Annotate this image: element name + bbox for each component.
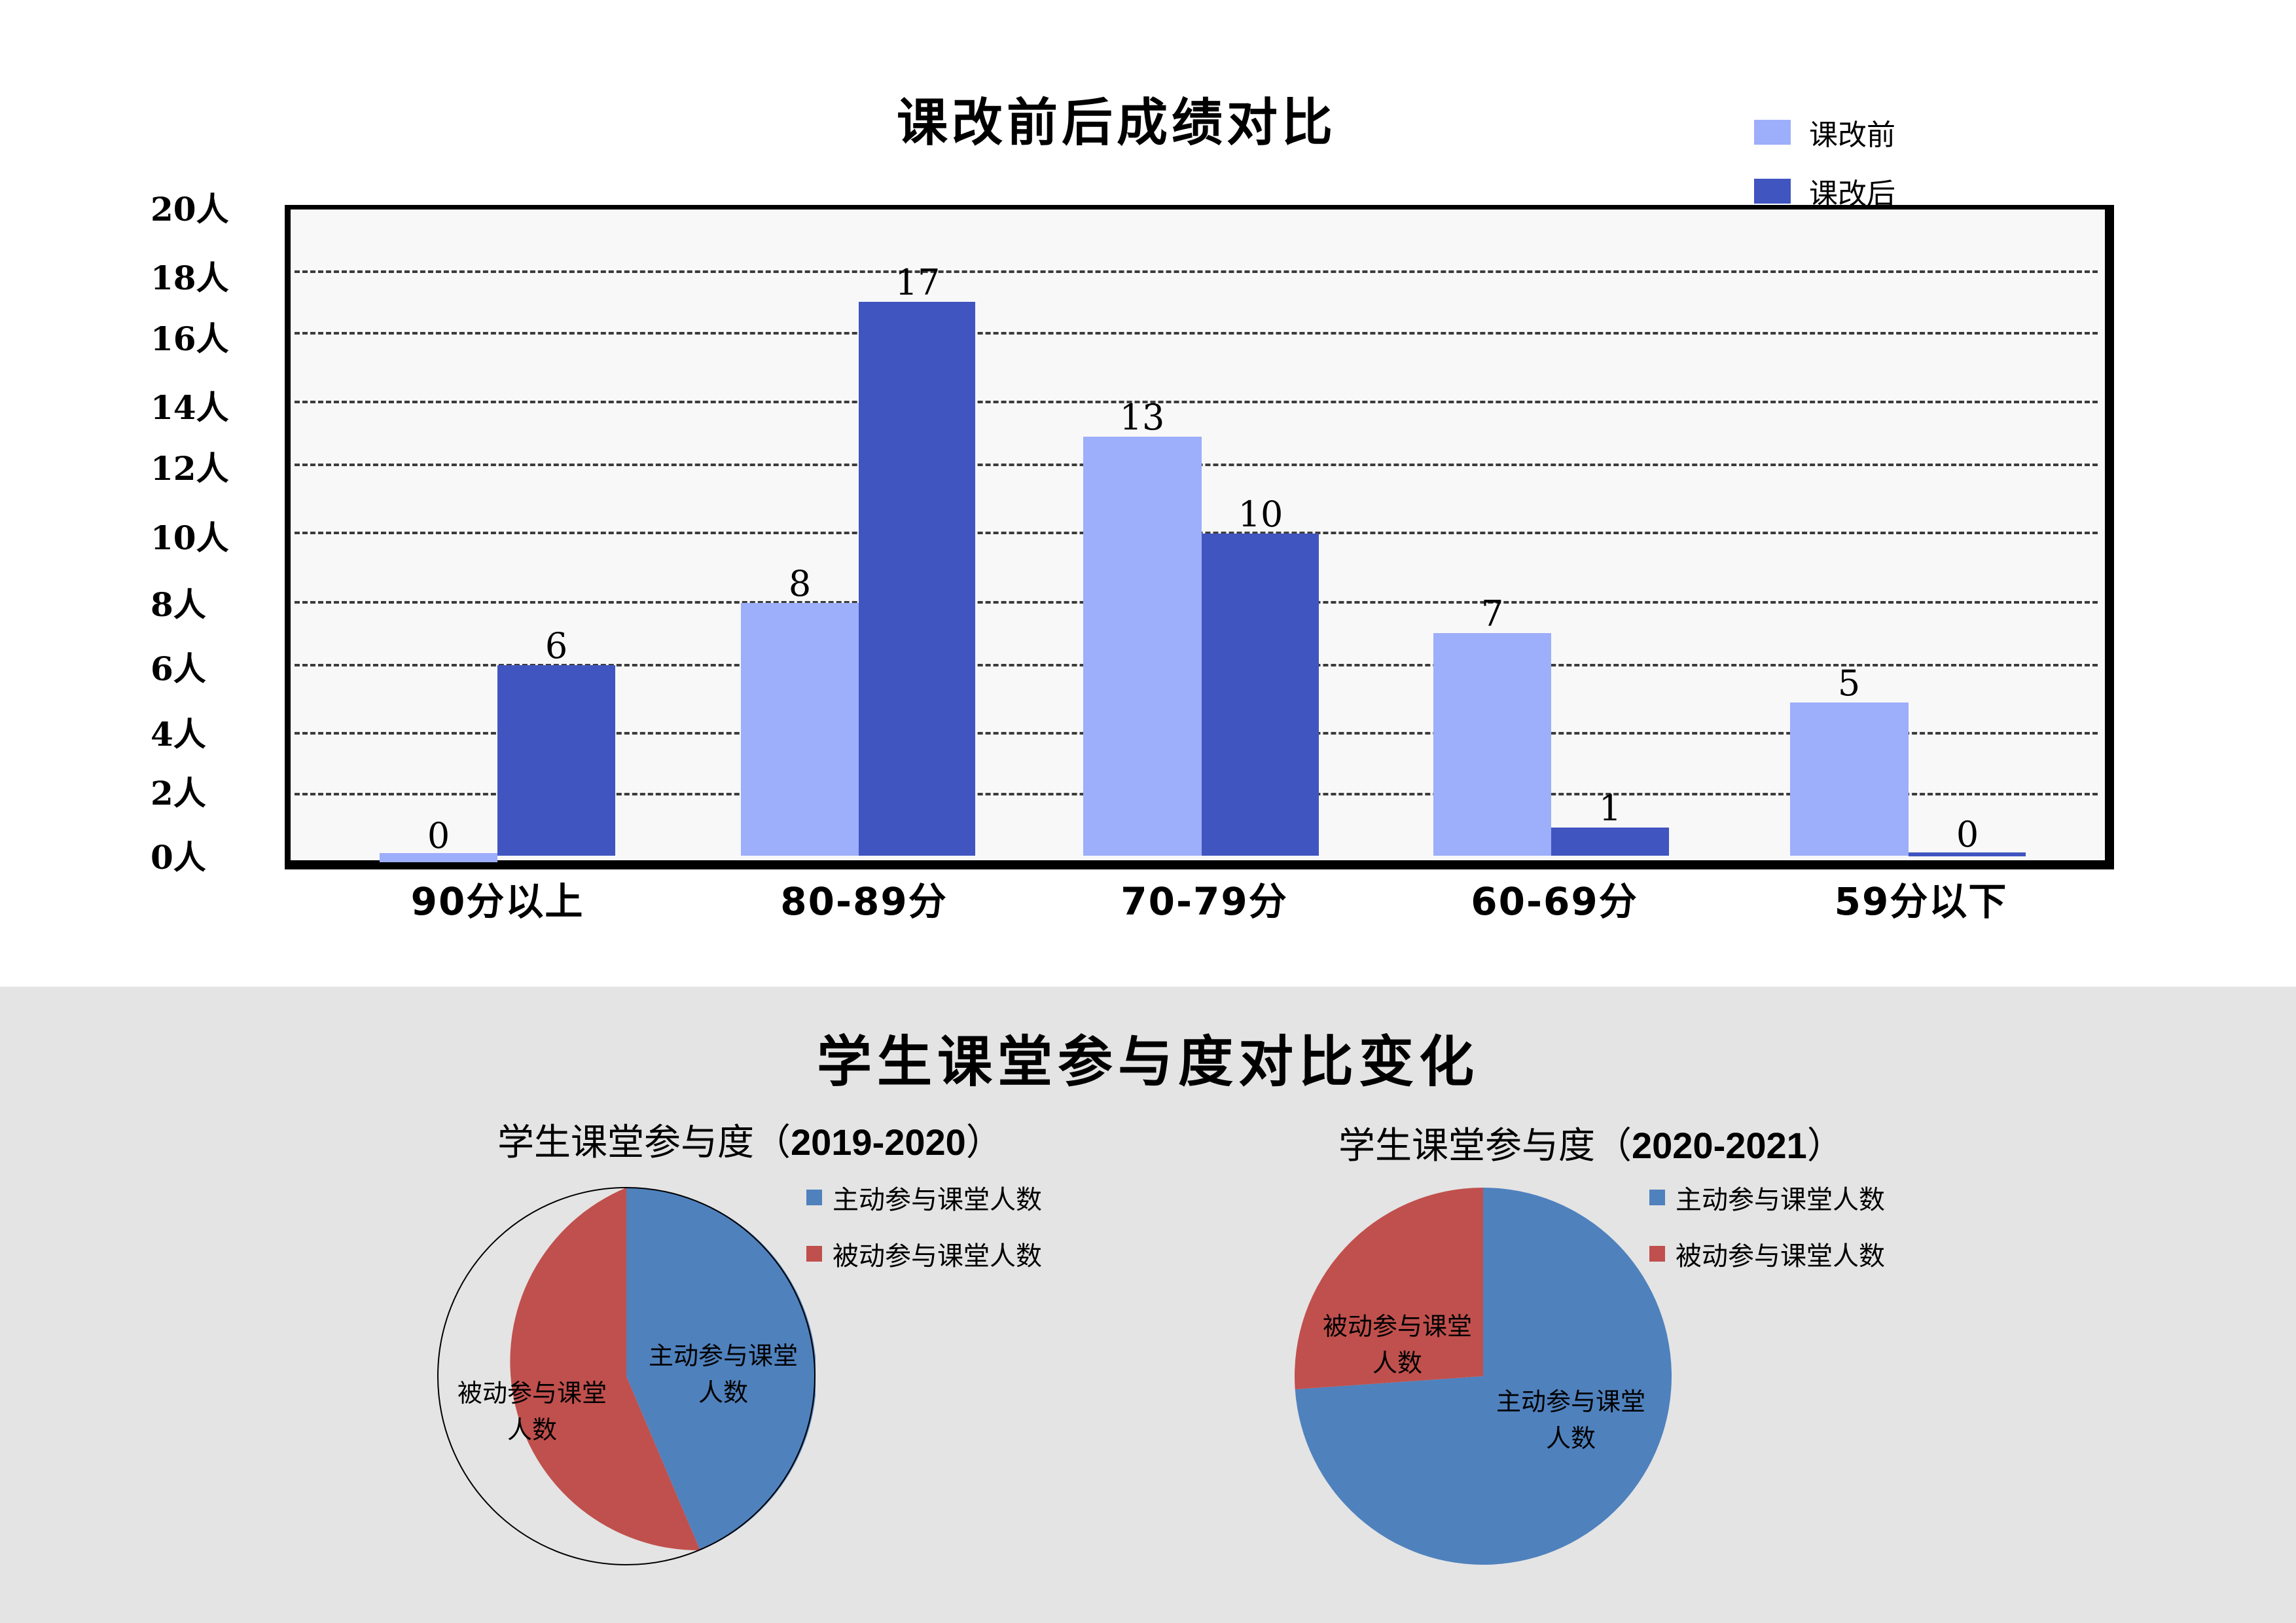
bar-label-before-80-89: 8 [788,563,812,604]
bar-before-70-79 [1083,437,1202,856]
bar-chart-legend: 课改前 课改后 [1754,111,1895,212]
x-tick-70-79: 70-79分 [1121,879,1288,924]
pie-2020-legend-label-passive: 被动参与课堂人数 [1676,1241,1885,1271]
x-tick-60-69: 60-69分 [1471,879,1638,924]
bar-label-after-80-89: 17 [895,262,941,303]
bar-label-after-70-79: 10 [1238,494,1283,535]
pie-2020-legend-active: 主动参与课堂人数 [1649,1178,1885,1216]
pie-2020-title-years: 2020-2021 [1632,1125,1807,1166]
pie-2020-slice-passive [1294,1188,1483,1390]
y-tick-18: 18人 [151,259,229,297]
y-tick-14: 14人 [151,388,229,427]
bar-before-59minus [1790,702,1909,856]
y-tick-10: 10人 [151,519,229,557]
bar-label-after-60-69: 1 [1598,788,1622,829]
pie-2019-legend-label-active: 主动参与课堂人数 [833,1185,1042,1215]
bar-label-after-90plus: 6 [545,625,568,666]
pie-2020-legend-label-active: 主动参与课堂人数 [1676,1185,1885,1215]
pie-2019-legend-active: 主动参与课堂人数 [806,1178,1042,1216]
x-tick-90plus: 90分以上 [410,879,584,924]
bar-label-before-59minus: 5 [1837,663,1861,704]
pie-2019 [437,1187,816,1565]
pie-2020-label-passive: 被动参与课堂 人数 [1322,1312,1472,1377]
bar-chart-title: 课改前后成绩对比 [897,94,1337,153]
pie-2019-legend-swatch-active [806,1190,822,1205]
bar-after-60-69 [1551,828,1669,856]
bar-before-60-69 [1433,633,1551,856]
legend-label-before: 课改前 [1809,119,1895,152]
y-tick-6: 6人 [151,649,206,688]
bar-before-90plus [380,853,497,862]
pie-2019-slice-passive [510,1188,700,1551]
pie-2019-title-text: 学生课堂参与度（ [497,1122,791,1164]
bar-label-before-90plus: 0 [427,815,450,856]
pie-2019-legend-passive: 被动参与课堂人数 [806,1235,1042,1273]
pie-2020-title-text: 学生课堂参与度（ [1338,1125,1632,1167]
bar-after-80-89 [859,302,975,856]
y-tick-0: 0人 [151,838,206,877]
gridline-16 [295,332,2098,335]
legend-item-before: 课改前 [1754,111,1895,153]
bar-label-after-59minus: 0 [1956,814,1979,855]
pie-2020-slice-active [1295,1188,1672,1565]
pie-2020 [1294,1188,1672,1565]
pie-2020-legend: 主动参与课堂人数 被动参与课堂人数 [1649,1178,1885,1273]
gridline-18 [295,270,2098,273]
bar-label-before-60-69: 7 [1480,593,1504,634]
pie-2020-label-active: 主动参与课堂 人数 [1496,1387,1645,1453]
pie-2019-title: 学生课堂参与度（2019-2020） [497,1113,1003,1166]
pie-chart-panel [0,987,2296,1623]
bar-after-90plus [497,665,615,856]
pie-2020-legend-passive: 被动参与课堂人数 [1649,1235,1885,1273]
y-tick-4: 4人 [151,715,206,754]
pie-2019-label-active: 主动参与课堂 人数 [648,1341,798,1407]
legend-swatch-before [1754,120,1791,145]
pie-2019-title-close: ） [965,1122,1003,1164]
bar-after-70-79 [1202,534,1319,856]
pie-2019-legend-label-passive: 被动参与课堂人数 [833,1241,1042,1271]
bar-before-80-89 [741,603,859,856]
pie-2019-title-years: 2019-2020 [791,1122,966,1163]
bar-after-59minus [1909,852,2026,856]
x-tick-59minus: 59分以下 [1834,879,2008,924]
pie-2020-legend-swatch-passive [1649,1246,1665,1262]
pie-2019-legend-swatch-passive [806,1246,822,1262]
pie-2020-title-close: ） [1806,1125,1844,1167]
pie-2020-title: 学生课堂参与度（2020-2021） [1338,1116,1844,1169]
legend-swatch-after [1754,179,1791,204]
x-tick-80-89: 80-89分 [780,879,948,924]
pie-2019-slice-active [626,1187,816,1550]
gridline-14 [295,401,2098,403]
pie-2019-label-passive: 被动参与课堂 人数 [457,1379,607,1444]
y-tick-8: 8人 [151,585,206,624]
pie-2019-legend: 主动参与课堂人数 被动参与课堂人数 [806,1178,1042,1273]
bar-label-before-70-79: 13 [1119,397,1165,438]
y-tick-16: 16人 [151,319,229,358]
pie-2020-legend-swatch-active [1649,1190,1665,1205]
y-tick-12: 12人 [151,449,229,488]
pie-section-title: 学生课堂参与度对比变化 [816,1030,1479,1094]
y-tick-2: 2人 [151,774,206,812]
y-tick-20: 20人 [151,190,229,228]
